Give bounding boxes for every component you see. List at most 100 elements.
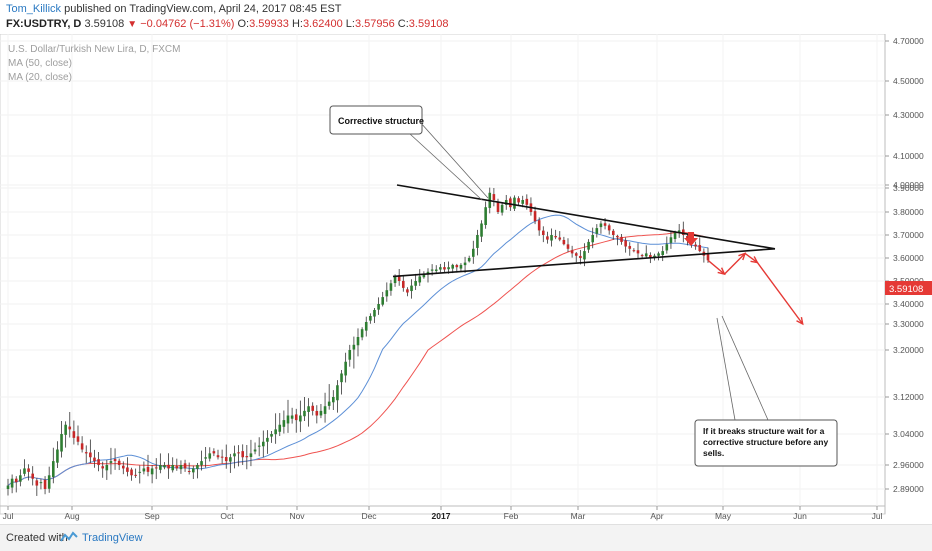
triangle-pattern[interactable] <box>392 184 776 278</box>
candle-body <box>640 255 644 257</box>
candle-body <box>56 449 59 463</box>
triangle-upper-line[interactable] <box>396 184 776 250</box>
candle-body <box>6 485 10 489</box>
candle-body <box>121 465 125 469</box>
candle-body <box>562 239 566 245</box>
candle-body <box>348 350 352 360</box>
candle-body <box>591 235 595 243</box>
price-chart[interactable]: 4.70000 4.50000 4.30000 4.10000 4.000003.900… <box>0 34 932 524</box>
candle-body <box>101 466 105 469</box>
candle-body <box>434 269 438 272</box>
candle-body <box>163 465 166 468</box>
candle-body <box>216 455 220 458</box>
candle-body <box>628 246 632 249</box>
x-tick-label: Aug <box>64 511 79 521</box>
chart-header: Tom_Killick published on TradingView.com… <box>0 0 932 34</box>
candle-body <box>455 265 459 268</box>
candle-body <box>500 204 504 213</box>
candle-body <box>257 445 261 447</box>
candle-body <box>105 465 109 471</box>
candle-body <box>311 405 315 411</box>
candle-body <box>134 474 137 476</box>
corrective-text: Corrective structure <box>338 116 424 126</box>
candle-body <box>282 420 286 427</box>
grid-lines <box>0 34 885 506</box>
projection-segment <box>756 262 804 325</box>
candle-body <box>393 276 397 284</box>
candle-body <box>72 431 76 438</box>
projection-arrows[interactable] <box>707 252 804 326</box>
candle-body <box>459 264 463 269</box>
open-value: 3.59933 <box>249 18 289 30</box>
candle-body <box>356 337 360 346</box>
candle-body <box>109 461 113 463</box>
candle-body <box>665 244 669 251</box>
candle-body <box>253 449 257 452</box>
legend-title: U.S. Dollar/Turkish New Lira, D, FXCM <box>8 44 180 55</box>
candle-body <box>294 414 298 421</box>
candle-body <box>154 467 158 469</box>
candle-body <box>451 264 455 269</box>
candle-body <box>274 429 277 435</box>
candle-body <box>360 329 364 338</box>
candle-body <box>327 401 331 406</box>
published-text: published on TradingView.com, April 24, … <box>64 3 342 15</box>
y-tick-label: 2.89000 <box>893 484 924 494</box>
candle-body <box>595 228 599 234</box>
candle-body <box>200 461 203 466</box>
corrective-callout[interactable]: Corrective structure <box>329 105 489 201</box>
candle-body <box>583 251 586 260</box>
candle-body <box>146 466 150 472</box>
candle-body <box>673 232 677 239</box>
down-marker <box>684 232 698 246</box>
triangle-lower-line[interactable] <box>392 248 776 278</box>
candle-body <box>204 457 207 459</box>
candle-body <box>60 434 63 452</box>
candle-body <box>385 290 389 297</box>
note-callout[interactable]: If it breaks structure wait for a correc… <box>694 315 838 467</box>
last-price: 3.59108 <box>84 18 125 30</box>
candle-body <box>492 194 496 200</box>
tradingview-link[interactable]: TradingView <box>82 532 143 544</box>
candle-body <box>307 406 310 412</box>
legend: U.S. Dollar/Turkish New Lira, D, FXCM MA… <box>8 44 180 83</box>
candle-body <box>212 451 216 454</box>
legend-ma50: MA (50, close) <box>8 58 72 69</box>
candle-body <box>303 410 306 417</box>
candle-body <box>686 235 689 240</box>
candle-body <box>241 451 245 458</box>
candle-body <box>315 410 319 416</box>
candle-body <box>64 424 67 435</box>
y-tick-label: 3.30000 <box>893 319 924 329</box>
candle-body <box>661 251 665 256</box>
candle-body <box>323 406 327 414</box>
x-tick-label: Oct <box>220 511 234 521</box>
projection-segment <box>723 252 746 275</box>
candle-body <box>31 473 35 479</box>
candle-body <box>649 255 652 258</box>
author-link[interactable]: Tom_Killick <box>6 3 62 15</box>
candle-body <box>319 410 323 416</box>
time-axis[interactable]: Jul Aug Sep Oct Nov Dec 2017 Feb Mar Apr May Jun Jul <box>3 506 883 521</box>
candle-body <box>171 465 175 471</box>
candle-body <box>14 478 18 483</box>
tradingview-logo-icon <box>60 531 78 542</box>
candle-body <box>504 200 508 205</box>
candle-body <box>35 480 39 486</box>
y-tick-label: 4.10000 <box>893 151 924 161</box>
candle-body <box>558 237 562 240</box>
x-tick-label: Mar <box>571 511 586 521</box>
y-tick-label: 4.30000 <box>893 110 924 120</box>
candle-body <box>554 236 557 238</box>
candle-body <box>336 385 339 401</box>
candle-body <box>150 468 154 475</box>
candle-body <box>467 258 471 262</box>
candle-body <box>19 475 22 482</box>
candle-body <box>616 235 619 238</box>
ohlc-line: FX:USDTRY, D 3.59108 ▼ −0.04762 (−1.31%)… <box>6 18 449 30</box>
projection-segment <box>744 252 758 264</box>
corrective-box <box>329 105 423 135</box>
candle-body <box>632 250 636 252</box>
price-axis[interactable]: 4.70000 4.50000 4.30000 4.10000 4.000003.900… <box>885 36 924 494</box>
candles <box>6 187 710 496</box>
